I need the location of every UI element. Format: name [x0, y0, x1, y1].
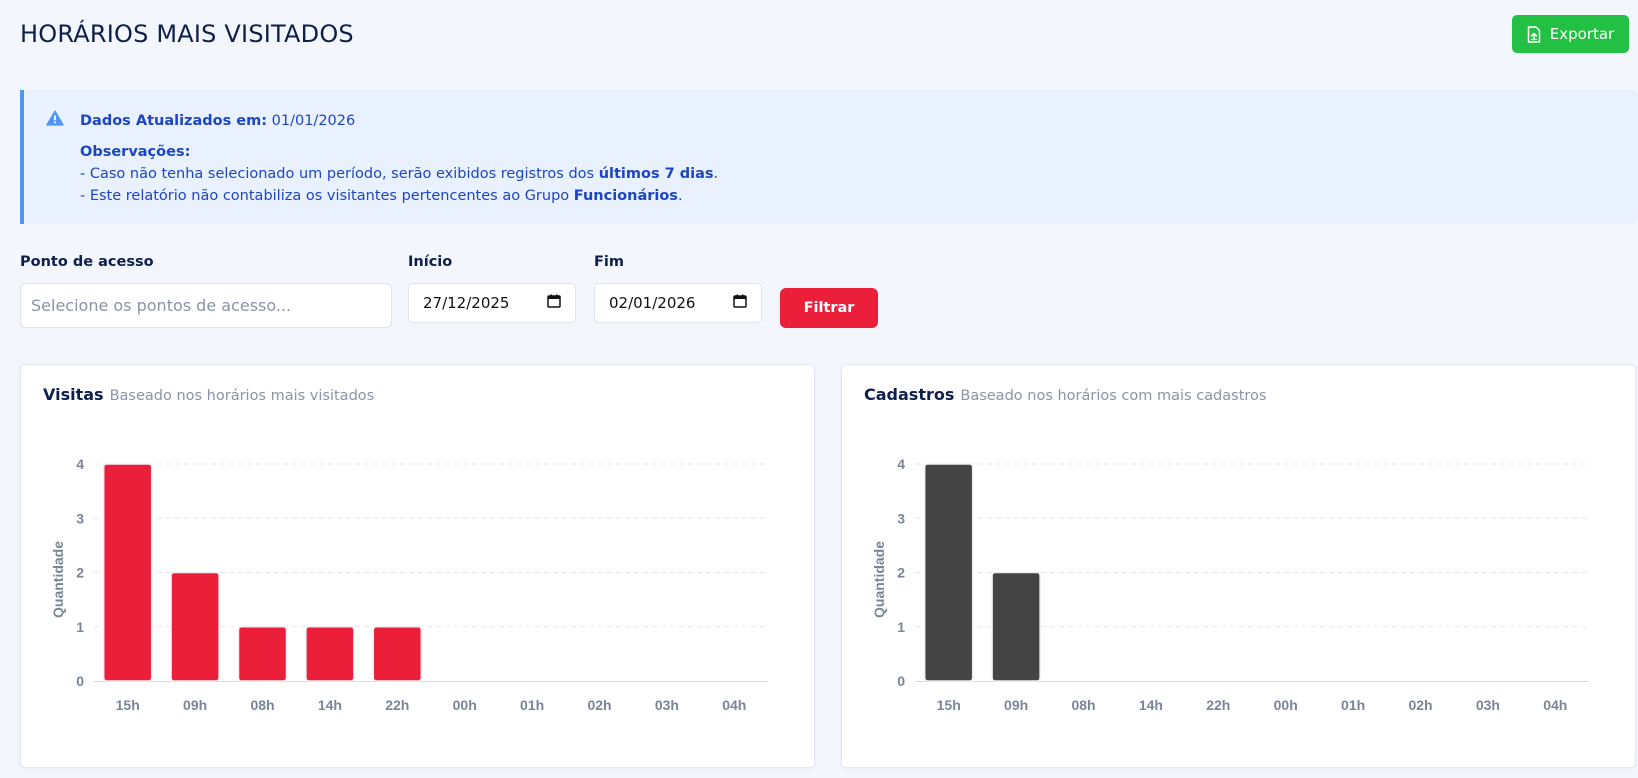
x-tick-label: 14h: [1139, 697, 1163, 713]
y-tick-label: 4: [897, 456, 905, 472]
info-alert: Dados Atualizados em: 01/01/2026 Observa…: [20, 90, 1638, 224]
y-tick-label: 1: [76, 619, 84, 635]
x-tick-label: 09h: [1004, 697, 1028, 713]
bar[interactable]: [991, 571, 1041, 682]
observation-text: .: [713, 166, 719, 182]
export-button-label: Exportar: [1549, 25, 1615, 43]
page-title: HORÁRIOS MAIS VISITADOS: [20, 20, 354, 48]
x-tick-label: 15h: [937, 697, 961, 713]
x-tick-label: 04h: [722, 697, 746, 713]
card-title-text: Cadastros: [864, 385, 955, 404]
file-export-icon: [1527, 25, 1541, 43]
observation-text: - Este relatório não contabiliza os visi…: [80, 188, 574, 204]
x-tick-label: 00h: [453, 697, 477, 713]
end-date-label: Fim: [594, 254, 624, 270]
visits-card-title: Visitas Baseado nos horários mais visitad…: [43, 385, 374, 404]
x-tick-label: 22h: [385, 697, 409, 713]
observation-line-2: - Este relatório não contabiliza os visi…: [80, 185, 718, 207]
y-axis-title: Quantidade: [50, 541, 66, 618]
access-point-label: Ponto de acesso: [20, 254, 154, 270]
x-tick-label: 15h: [116, 697, 140, 713]
x-tick-label: 00h: [1274, 697, 1298, 713]
x-tick-label: 03h: [655, 697, 679, 713]
access-point-select[interactable]: Selecione os pontos de acesso...: [20, 283, 392, 328]
x-tick-label: 02h: [587, 697, 611, 713]
access-point-placeholder: Selecione os pontos de acesso...: [31, 296, 292, 315]
card-subtitle: Baseado nos horários com mais cadastros: [960, 388, 1267, 404]
bar[interactable]: [372, 626, 423, 682]
filter-button[interactable]: Filtrar: [780, 288, 878, 328]
x-tick-label: 01h: [1341, 697, 1365, 713]
card-subtitle: Baseado nos horários mais visitados: [109, 388, 375, 404]
x-tick-label: 08h: [250, 697, 274, 713]
x-tick-label: 09h: [183, 697, 207, 713]
calendar-icon[interactable]: [733, 294, 747, 312]
card-title-text: Visitas: [43, 385, 104, 404]
visits-chart: 0 1 2 3 4 Quantidade 15h 09h 08h 14h 22h 00h 01h 02h 0…: [50, 456, 768, 713]
y-tick-label: 4: [76, 456, 84, 472]
y-tick-label: 1: [897, 619, 905, 635]
y-tick-label: 3: [897, 510, 905, 526]
warning-icon: [46, 110, 64, 130]
export-button[interactable]: Exportar: [1512, 15, 1629, 53]
y-tick-label: 3: [76, 510, 84, 526]
observation-text: - Caso não tenha selecionado um período,…: [80, 166, 599, 182]
x-tick-label: 01h: [520, 697, 544, 713]
updated-label: Dados Atualizados em:: [80, 113, 268, 129]
observation-line-1: - Caso não tenha selecionado um período,…: [80, 163, 718, 185]
bar[interactable]: [170, 571, 220, 682]
y-tick-label: 2: [76, 565, 84, 581]
x-tick-label: 14h: [318, 697, 342, 713]
updated-row: Dados Atualizados em: 01/01/2026: [80, 110, 718, 132]
registrations-card: Cadastros Baseado nos horários com mais c…: [841, 364, 1636, 768]
y-axis-title: Quantidade: [871, 541, 887, 618]
y-tick-label: 2: [897, 565, 905, 581]
observations-title: Observações:: [80, 144, 191, 160]
observation-highlight: Funcionários: [573, 188, 678, 204]
y-tick-label: 0: [897, 673, 905, 689]
registrations-card-title: Cadastros Baseado nos horários com mais c…: [864, 385, 1266, 404]
start-date-input[interactable]: 27/12/2025: [408, 283, 576, 323]
bar[interactable]: [102, 463, 153, 682]
x-tick-label: 03h: [1476, 697, 1500, 713]
x-tick-label: 08h: [1071, 697, 1095, 713]
updated-value: 01/01/2026: [271, 113, 356, 129]
calendar-icon[interactable]: [547, 294, 561, 312]
bar[interactable]: [305, 626, 355, 682]
observation-text: .: [677, 188, 683, 204]
x-tick-label: 22h: [1206, 697, 1230, 713]
bar[interactable]: [237, 626, 288, 682]
y-tick-label: 0: [76, 673, 84, 689]
start-date-label: Início: [408, 254, 453, 270]
visits-card: Visitas Baseado nos horários mais visitad…: [20, 364, 815, 768]
x-tick-label: 02h: [1408, 697, 1432, 713]
bar[interactable]: [923, 463, 974, 682]
x-tick-label: 04h: [1543, 697, 1567, 713]
registrations-chart: 0 1 2 3 4 Quantidade 15h 09h 08h 14h 22h 00h 01h 02h 0…: [871, 456, 1589, 713]
end-date-value: 02/01/2026: [609, 294, 696, 312]
start-date-value: 27/12/2025: [423, 294, 510, 312]
observation-highlight: últimos 7 dias: [598, 166, 714, 182]
end-date-input[interactable]: 02/01/2026: [594, 283, 762, 323]
